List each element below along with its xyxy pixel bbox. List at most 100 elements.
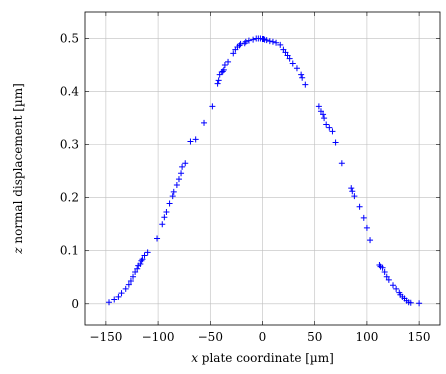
data-point-plus	[230, 50, 237, 57]
data-point-plus	[315, 103, 322, 110]
data-point-plus	[125, 281, 132, 288]
data-point-plus	[416, 300, 423, 307]
x-tick-label: 150	[408, 330, 431, 344]
data-point-plus	[317, 108, 324, 115]
data-point-plus	[220, 66, 227, 73]
tick-layer: −150 −100 −50 0 50 100 150 0 0.1 0.2 0.3 0.4 0.5	[60, 12, 440, 344]
data-point-plus	[383, 273, 390, 280]
data-point-plus	[338, 160, 345, 167]
data-point-plus	[298, 71, 305, 78]
data-point-plus	[320, 111, 327, 118]
data-point-plus	[214, 80, 221, 87]
x-tick-label: 100	[355, 330, 378, 344]
data-point-plus	[241, 40, 248, 47]
data-point-plus	[245, 37, 252, 44]
data-points	[106, 35, 423, 307]
data-point-plus	[349, 188, 356, 195]
x-tick-label: −150	[89, 330, 122, 344]
data-point-plus	[182, 160, 189, 167]
data-point-plus	[178, 170, 185, 177]
data-point-plus	[169, 193, 176, 200]
data-point-plus	[122, 285, 129, 292]
data-point-plus	[269, 38, 276, 45]
y-tick-label: 0.2	[60, 191, 79, 205]
data-point-plus	[187, 138, 194, 145]
x-tick-label: 50	[307, 330, 322, 344]
data-point-plus	[351, 193, 358, 200]
data-point-plus	[289, 60, 296, 67]
data-point-plus	[379, 264, 386, 271]
data-point-plus	[201, 119, 208, 126]
data-point-plus	[360, 214, 367, 221]
data-point-plus	[385, 276, 392, 283]
data-point-plus	[321, 115, 328, 122]
data-point-plus	[299, 74, 306, 81]
data-point-plus	[332, 139, 339, 146]
data-point-plus	[137, 260, 144, 267]
data-point-plus	[407, 299, 414, 306]
data-point-plus	[170, 188, 177, 195]
data-point-plus	[225, 58, 232, 65]
data-point-plus	[326, 124, 333, 131]
data-point-plus	[302, 81, 309, 88]
x-axis-label-text: plate coordinate [µm]	[198, 351, 334, 365]
data-point-plus	[159, 221, 166, 228]
data-point-plus	[348, 185, 355, 192]
data-point-plus	[141, 252, 148, 259]
y-tick-label: 0.4	[60, 85, 79, 99]
x-tick-label: −50	[198, 330, 223, 344]
data-point-plus	[293, 65, 300, 72]
data-point-plus	[215, 77, 222, 84]
data-point-plus	[282, 49, 289, 56]
y-tick-label: 0.1	[60, 244, 79, 258]
data-point-plus	[132, 268, 139, 275]
data-point-plus	[250, 36, 257, 43]
data-point-plus	[118, 290, 125, 297]
data-point-plus	[106, 299, 113, 306]
data-point-plus	[219, 68, 226, 75]
x-tick-label: 0	[259, 330, 267, 344]
data-point-plus	[179, 163, 186, 170]
data-point-plus	[115, 293, 122, 300]
data-point-plus	[166, 200, 173, 207]
x-axis-label-variable: x	[191, 351, 198, 365]
data-point-plus	[209, 103, 216, 110]
data-point-plus	[130, 273, 137, 280]
data-point-plus	[221, 62, 228, 69]
data-point-plus	[329, 128, 336, 135]
data-point-plus	[144, 249, 151, 256]
data-point-plus	[127, 277, 134, 284]
data-point-plus	[237, 40, 244, 47]
data-point-plus	[381, 268, 388, 275]
data-point-plus	[367, 237, 374, 244]
data-point-plus	[277, 41, 284, 48]
data-point-plus	[356, 203, 363, 210]
x-axis-label: x plate coordinate [µm]	[191, 351, 334, 365]
data-point-plus	[138, 257, 145, 264]
y-axis-label-text: normal displacement [µm]	[11, 83, 25, 247]
data-point-plus	[134, 265, 141, 272]
data-point-plus	[173, 181, 180, 188]
data-point-plus	[390, 282, 397, 289]
data-point-plus	[393, 285, 400, 292]
data-point-plus	[242, 38, 249, 45]
data-point-plus	[175, 176, 182, 183]
data-point-plus	[273, 39, 280, 46]
data-point-plus	[363, 224, 370, 231]
data-point-plus	[161, 214, 168, 221]
data-point-plus	[111, 296, 118, 303]
data-point-plus	[139, 256, 146, 263]
data-point-plus	[376, 262, 383, 269]
y-tick-label: 0.3	[60, 138, 79, 152]
x-tick-label: −100	[142, 330, 175, 344]
data-point-plus	[284, 52, 291, 59]
data-point-plus	[154, 235, 161, 242]
y-axis-label: z normal displacement [µm]	[11, 83, 25, 255]
y-tick-label: 0.5	[60, 32, 79, 46]
data-point-plus	[266, 38, 273, 45]
data-point-plus	[260, 36, 267, 43]
data-point-plus	[286, 55, 293, 62]
data-point-plus	[263, 37, 270, 44]
data-point-plus	[163, 209, 170, 216]
